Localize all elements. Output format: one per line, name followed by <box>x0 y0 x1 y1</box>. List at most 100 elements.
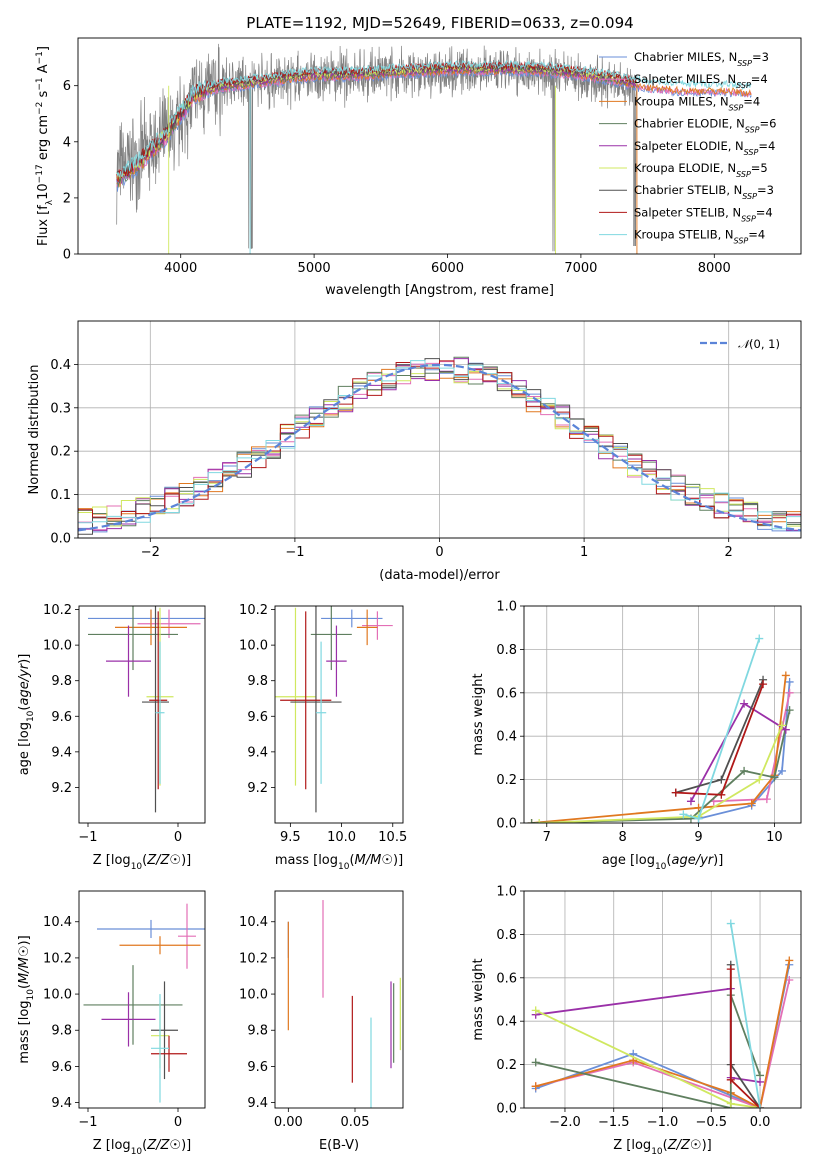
gaussian-curve <box>78 363 801 532</box>
label-part: 10 <box>131 1147 143 1157</box>
legend-label: Chabrier STELIB, NSSP=3 <box>634 183 774 201</box>
y-tick-label: 9.6 <box>51 710 72 725</box>
legend-label: Kroupa MILES, NSSP=4 <box>634 94 760 112</box>
y-tick-label: 0.8 <box>496 928 517 943</box>
label-part: age/yr <box>671 853 714 868</box>
label-part: Z [log <box>93 1138 131 1153</box>
legend: Chabrier MILES, NSSP=3 Salpeter MILES, NS… <box>599 50 776 245</box>
x-tick-label: −2.0 <box>549 1115 581 1130</box>
label-part: mass [log <box>275 853 338 868</box>
x-axis-label: Z [log10(Z/Z☉)] <box>93 1138 191 1157</box>
y-tick-label: 0.2 <box>50 445 71 460</box>
x-tick-label: 0.05 <box>341 1115 370 1130</box>
label-part: )] <box>181 853 191 868</box>
legend-text-part: SSP <box>729 103 744 112</box>
weight-point-marker <box>785 688 794 697</box>
label-part: )] <box>17 654 32 664</box>
label-part: ( <box>663 1138 668 1153</box>
label-part: )] <box>713 853 723 868</box>
y-tick-label: 9.2 <box>247 781 268 796</box>
x-tick-label: 0.00 <box>274 1115 303 1130</box>
label-part: )] <box>393 853 403 868</box>
y-tick-label: 2 <box>63 191 71 206</box>
mass-vs-EBV-axes: 0.00 0.05 9.4 9.6 9.8 10.0 10.2 10.4 E(B-V) <box>239 890 404 1153</box>
legend-label: Salpeter STELIB, NSSP=4 <box>634 205 773 223</box>
legend-text-part: =3 <box>757 183 774 197</box>
y-tick-label: 0.6 <box>496 971 517 986</box>
legend-text-part: =5 <box>751 161 768 175</box>
legend-text-part: =3 <box>752 50 769 64</box>
residuals-axes: −2 −1 0 1 2 0.0 0.1 0.2 0.3 0.4 (data-model)/error… <box>27 320 802 583</box>
y-tick-label: 9.8 <box>247 1024 268 1039</box>
weight-point-marker <box>531 1006 540 1015</box>
x-axis-label: age [log10(age/yr)] <box>602 853 724 872</box>
x-axis-label: (data-model)/error <box>379 568 500 583</box>
x-tick-label: 0 <box>174 830 182 845</box>
label-part: )] <box>702 1138 712 1153</box>
label-part: age [log <box>602 853 655 868</box>
legend-text-part: =4 <box>748 228 765 242</box>
label-part: s <box>36 90 51 101</box>
legend-text-part: =4 <box>743 94 760 108</box>
weight-point-marker <box>726 965 735 974</box>
x-tick-label: 7000 <box>564 261 597 276</box>
x-tick-label: 10.0 <box>327 830 356 845</box>
mass-vs-Z-plot-area <box>83 903 205 1103</box>
x-tick-label: −1.0 <box>647 1115 679 1130</box>
legend-text-part: SSP <box>734 236 749 245</box>
y-tick-label: 9.6 <box>247 710 268 725</box>
x-tick-label: 9 <box>694 830 702 845</box>
label-part: 10 <box>26 989 36 1001</box>
x-axis-label: Z [log10(Z/Z☉)] <box>93 853 191 872</box>
weight-point-marker <box>755 634 764 643</box>
legend-text-part: (0, 1) <box>749 337 780 351</box>
y-tick-label: 9.4 <box>51 1096 72 1111</box>
weight-point-marker <box>762 795 771 804</box>
legend-text-part: =4 <box>756 205 773 219</box>
spectrum-plot-area <box>116 43 752 254</box>
weight-vs-Z-plot-area <box>531 919 794 1108</box>
y-tick-label: 10.0 <box>239 988 268 1003</box>
weight-point-marker <box>785 956 794 965</box>
weight-point-marker <box>781 725 790 734</box>
legend-label: Salpeter ELODIE, NSSP=4 <box>634 139 775 157</box>
figure-title: PLATE=1192, MJD=52649, FIBERID=0633, z=0… <box>246 14 633 32</box>
y-tick-label: 9.6 <box>247 1060 268 1075</box>
legend-text-part: SSP <box>745 125 760 134</box>
mass-vs-Z-axes: −1 09.49.69.810.010.210.4Z [log10(Z/Z☉)]m… <box>17 890 206 1157</box>
label-part: Z/Z☉ <box>146 853 181 868</box>
x-tick-label: 0 <box>174 1115 182 1130</box>
weight-point-marker <box>671 788 680 797</box>
weight-point-marker <box>531 1058 540 1067</box>
label-part: ( <box>142 1138 147 1153</box>
label-part: mass [log <box>17 1000 32 1063</box>
legend-label: Chabrier MILES, NSSP=3 <box>634 50 769 68</box>
y-tick-label: 0.2 <box>496 773 517 788</box>
x-tick-label: 8 <box>619 830 627 845</box>
y-tick-label: 0.6 <box>496 686 517 701</box>
axes-frame <box>523 890 802 1109</box>
y-tick-label: 9.6 <box>51 1060 72 1075</box>
x-tick-label: −0.5 <box>695 1115 727 1130</box>
label-part: ] <box>36 46 51 51</box>
legend-text-part: Kroupa STELIB, N <box>634 228 734 242</box>
legend-text-part: SSP <box>744 147 759 156</box>
weight-point-marker <box>740 699 749 708</box>
x-tick-label: 10 <box>766 830 783 845</box>
y-tick-label: 9.4 <box>247 745 268 760</box>
label-part: age [log <box>17 722 32 775</box>
label-part: ( <box>349 853 354 868</box>
weight-point-marker <box>778 766 787 775</box>
x-tick-label: −1.5 <box>598 1115 630 1130</box>
y-axis-label: mass weight <box>471 673 486 755</box>
label-part: −1 <box>35 51 45 64</box>
legend-label: Kroupa ELODIE, NSSP=5 <box>634 161 768 179</box>
legend-label: Salpeter MILES, NSSP=4 <box>634 72 768 90</box>
weight-point-marker <box>717 775 726 784</box>
y-tick-label: 0.1 <box>50 488 71 503</box>
label-part: ( <box>17 984 32 989</box>
label-part: Flux [f <box>36 205 51 246</box>
y-tick-label: 1.0 <box>496 600 517 615</box>
weight-point-marker <box>755 775 764 784</box>
